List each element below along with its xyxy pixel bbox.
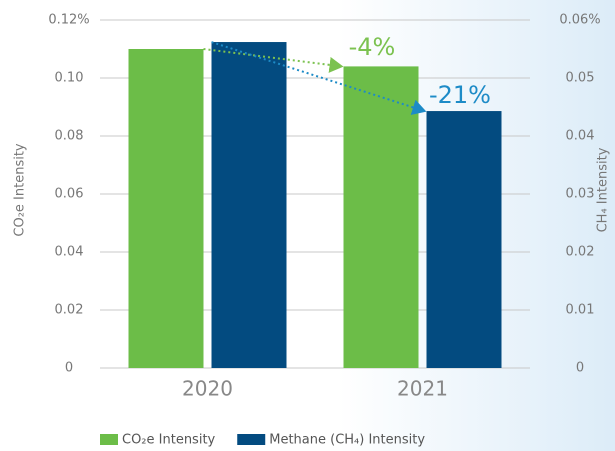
y-tick-label: 0 xyxy=(65,361,73,376)
bar xyxy=(426,111,502,368)
y2-tick-label: 0.05 xyxy=(566,71,595,86)
y2-tick-label: 0.06% xyxy=(559,13,600,28)
legend-label: Methane (CH₄) Intensity xyxy=(269,433,425,448)
x-tick-label: 2020 xyxy=(182,377,233,401)
y2-tick-label: 0.01 xyxy=(566,303,595,318)
y2-tick-label: 0.02 xyxy=(566,245,595,260)
y-axis-title: CO₂e Intensity xyxy=(13,143,28,237)
legend-swatch xyxy=(100,434,118,445)
legend-swatch xyxy=(237,434,266,445)
y-tick-label: 0.02 xyxy=(55,303,84,318)
bar xyxy=(128,49,204,368)
legend-label: CO₂e Intensity xyxy=(122,433,216,448)
y2-tick-label: 0.04 xyxy=(566,129,595,144)
trend-arrow xyxy=(211,41,427,115)
y-tick-label: 0.04 xyxy=(55,245,84,260)
x-tick-label: 2021 xyxy=(397,377,448,401)
annotation: -4% xyxy=(349,33,396,61)
y-tick-label: 0.10 xyxy=(55,71,84,86)
y2-tick-label: 0.03 xyxy=(566,187,595,202)
annotation: -21% xyxy=(429,81,491,109)
y-tick-label: 0.06 xyxy=(55,187,84,202)
bar xyxy=(343,66,419,369)
bar xyxy=(211,42,287,368)
y-tick-label: 0.08 xyxy=(55,129,84,144)
y2-axis-title: CH₄ Intensity xyxy=(596,147,611,232)
trend-arrow xyxy=(203,48,344,73)
y2-tick-label: 0 xyxy=(576,361,584,376)
y-tick-label: 0.12% xyxy=(48,13,89,28)
